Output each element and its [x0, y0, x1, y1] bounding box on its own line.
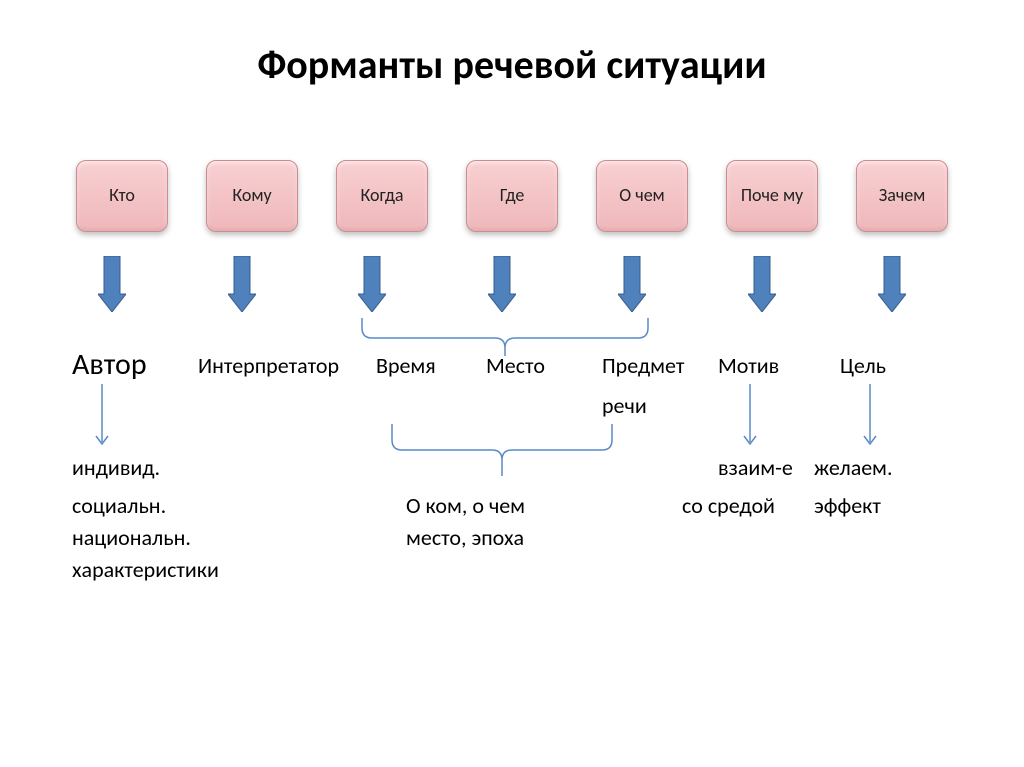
box-pochemu: Поче му [726, 160, 818, 232]
box-label: Зачем [875, 186, 930, 206]
text-zhelaem: желаем. [814, 454, 893, 481]
text-okom: О ком, о чем [406, 492, 525, 519]
box-label: Кому [228, 186, 275, 206]
text-social: социальн. [72, 492, 166, 519]
text-rechi: речи [602, 392, 647, 419]
down-arrow-icon [748, 256, 776, 312]
down-arrow-icon [358, 256, 386, 312]
concept-goal: Цель [840, 352, 886, 379]
down-arrow-icon [618, 256, 646, 312]
text-effect: эффект [814, 492, 881, 519]
box-komu: Кому [206, 160, 298, 232]
box-ochem: О чем [596, 160, 688, 232]
thin-down-arrow-icon [94, 384, 110, 452]
concept-author: Автор [72, 346, 147, 383]
thin-down-arrow-icon [742, 384, 758, 452]
concept-time: Время [376, 352, 436, 379]
arrows-row [0, 256, 1024, 320]
box-label: Кто [105, 186, 139, 206]
questions-row: Кто Кому Когда Где О чем Поче му Зачем [0, 160, 1024, 232]
text-national: национальн. [72, 524, 191, 551]
box-label: О чем [615, 186, 668, 206]
concept-subject: Предмет [602, 352, 684, 379]
box-zachem: Зачем [856, 160, 948, 232]
page-title: Форманты речевой ситуации [0, 0, 1024, 89]
down-arrow-icon [98, 256, 126, 312]
box-gde: Где [466, 160, 558, 232]
concept-place: Место [486, 352, 545, 379]
box-label: Поче му [737, 186, 807, 206]
concept-motive: Мотив [718, 352, 779, 379]
box-kto: Кто [76, 160, 168, 232]
box-kogda: Когда [336, 160, 428, 232]
text-individ: индивид. [72, 454, 160, 481]
text-vzaim: взаим-е [718, 454, 793, 481]
text-mesto: место, эпоха [406, 524, 524, 551]
box-label: Где [496, 186, 529, 206]
text-charact: характеристики [72, 556, 219, 583]
down-arrow-icon [488, 256, 516, 312]
down-arrow-icon [878, 256, 906, 312]
text-sosredoy: со средой [682, 492, 775, 519]
box-label: Когда [356, 186, 407, 206]
down-arrow-icon [228, 256, 256, 312]
concept-interpretator: Интерпретатор [198, 352, 339, 379]
thin-down-arrow-icon [862, 384, 878, 452]
